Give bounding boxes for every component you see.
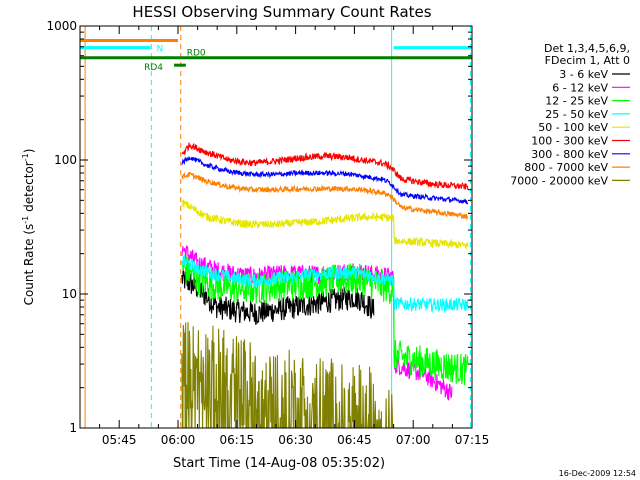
y-tick-label: 10 [62, 287, 77, 301]
y-tick-label: 100 [54, 153, 77, 167]
legend-header-line: Det 1,3,4,5,6,9, [544, 42, 630, 55]
legend-entry: 12 - 25 keV [545, 95, 608, 108]
series-line-8 [181, 321, 394, 428]
legend-entry: 300 - 800 keV [531, 148, 608, 161]
legend-entry: 6 - 12 keV [552, 81, 608, 94]
series-line-1 [181, 245, 453, 401]
x-tick-label: 06:00 [161, 433, 196, 447]
x-tick-label: 06:45 [337, 433, 372, 447]
legend-entry: 25 - 50 keV [545, 108, 608, 121]
y-tick-label: 1000 [46, 19, 77, 33]
legend-entry: 7000 - 20000 keV [510, 174, 608, 187]
y-tick-label: 1 [69, 421, 77, 435]
legend-header-line: FDecim 1, Att 0 [545, 54, 630, 67]
flag-label-1: N [157, 45, 164, 55]
x-axis-label: Start Time (14-Aug-08 05:35:02) [173, 456, 385, 471]
x-tick-label: 06:30 [278, 433, 313, 447]
x-tick-label: 05:45 [102, 433, 137, 447]
y-axis-label: Count Rate (s-1 detector-1) [21, 149, 36, 306]
series-line-3 [181, 254, 469, 314]
legend-entry: 3 - 6 keV [559, 68, 608, 81]
series-line-2 [181, 256, 469, 386]
series-line-5 [181, 142, 469, 190]
flag-label-0: S [70, 37, 76, 47]
legend-entry: 50 - 100 keV [538, 121, 608, 134]
legend-entry: 100 - 300 keV [531, 135, 608, 148]
chart-title: HESSI Observing Summary Count Rates [132, 3, 431, 21]
footer-date: 16-Dec-2009 12:54 [559, 469, 636, 478]
legend-entry: 800 - 7000 keV [524, 161, 608, 174]
x-tick-label: 07:15 [455, 433, 490, 447]
series-line-4 [181, 199, 469, 251]
series-line-7 [181, 171, 469, 221]
x-tick-label: 06:15 [220, 433, 255, 447]
flag-label-3: RD0 [187, 49, 206, 59]
data-layer: S N RD0 RD4 [70, 26, 472, 428]
axes: 1 10 100 1000 05:45 06:00 06:15 06:30 06:45 07:00… [46, 19, 489, 447]
flag-label-4: RD4 [144, 63, 163, 73]
x-tick-label: 07:00 [396, 433, 431, 447]
series-line-6 [181, 156, 469, 205]
legend: Det 1,3,4,5,6,9,FDecim 1, Att 03 - 6 keV… [510, 42, 630, 187]
